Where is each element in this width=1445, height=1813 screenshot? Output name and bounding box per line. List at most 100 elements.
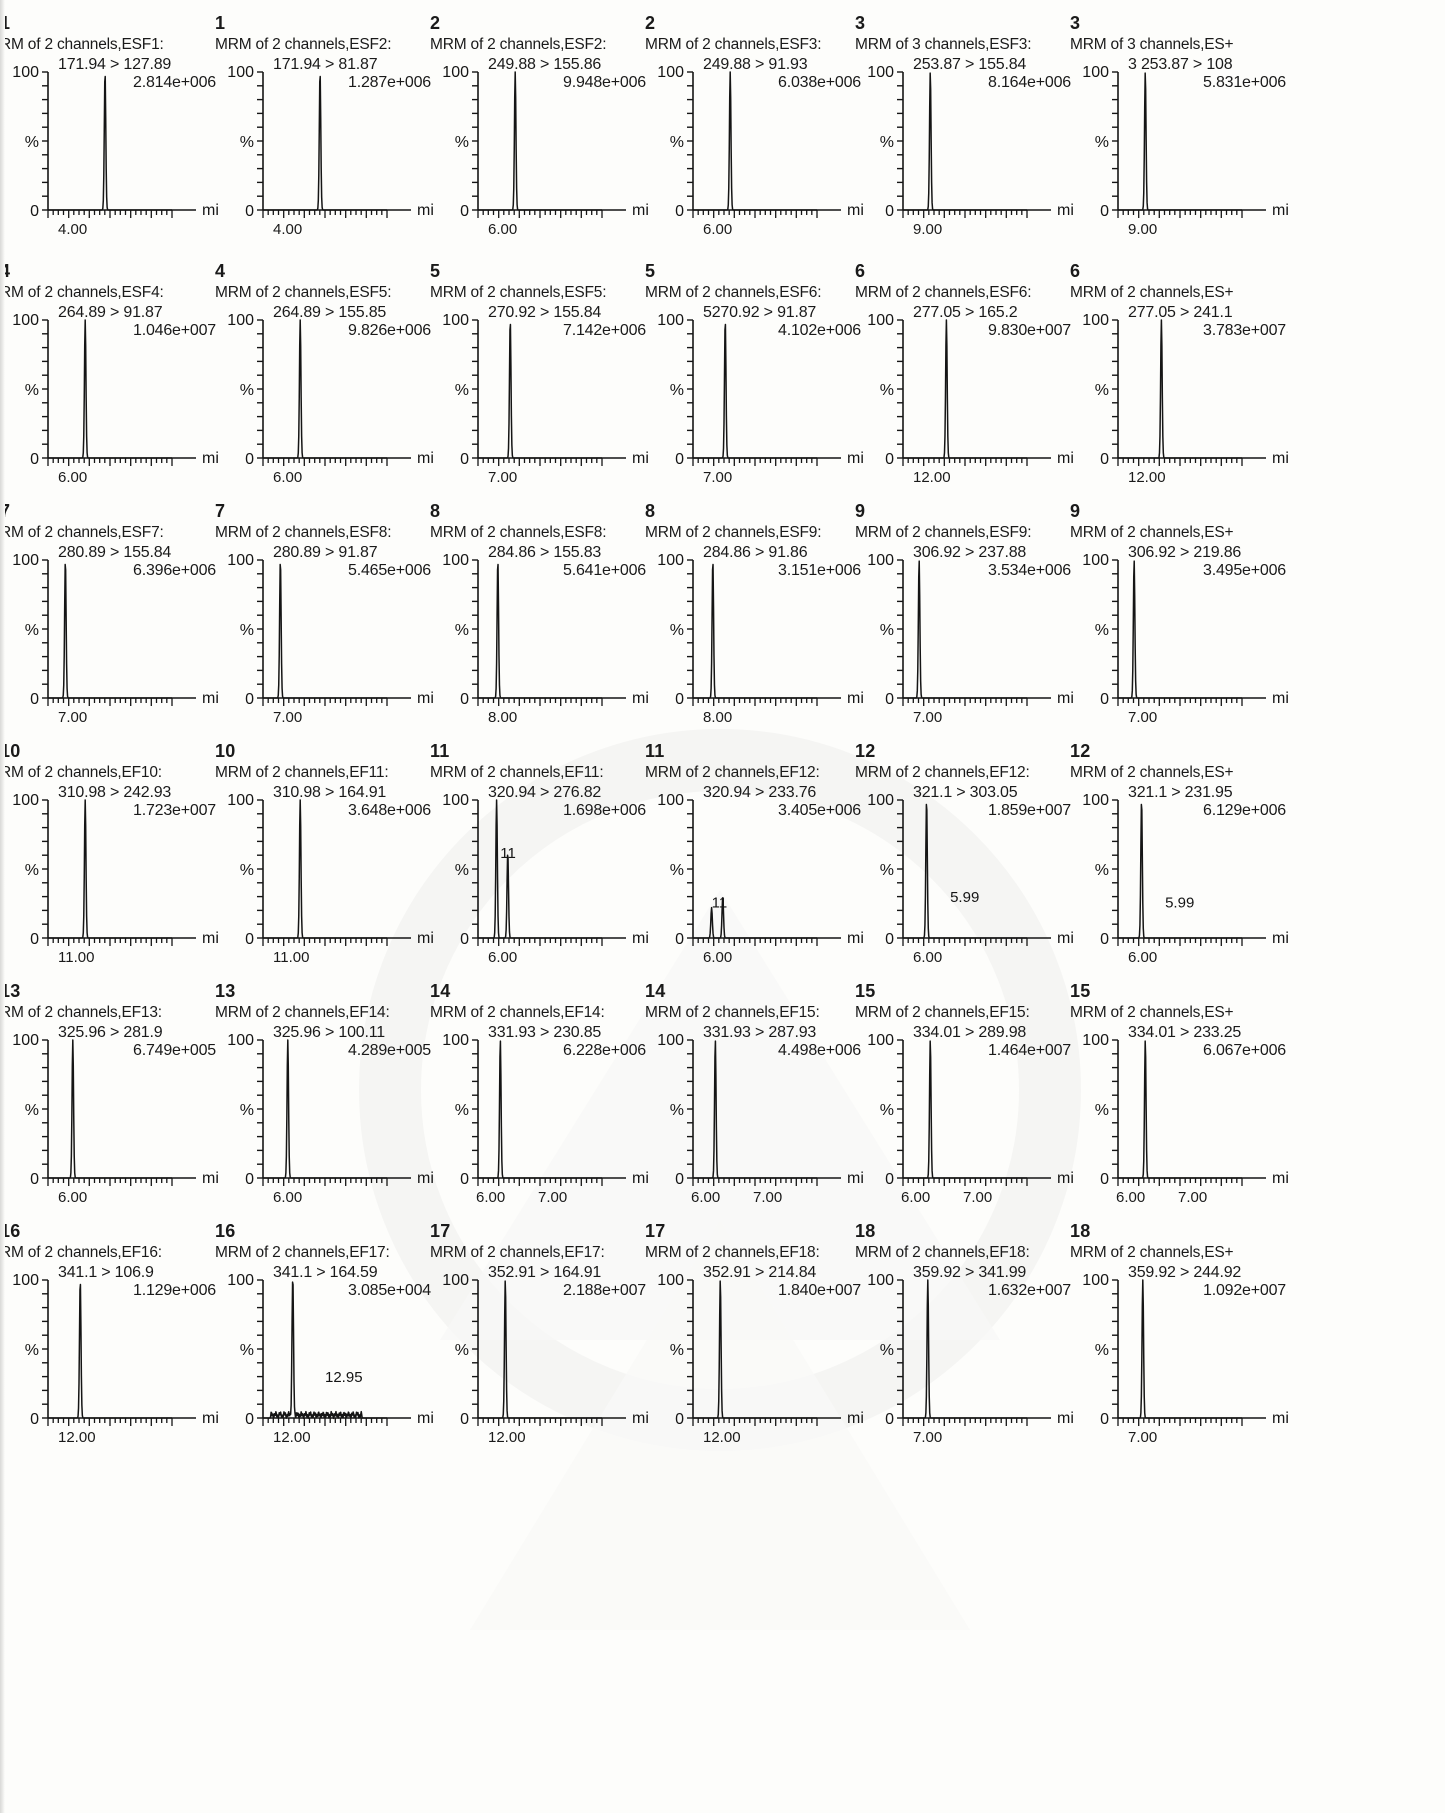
panel-transition-label: 249.88 > 155.86: [488, 56, 602, 73]
chromatogram-panel: 17 MRM of 2 channels,EF18: 352.91 > 214.84…: [645, 1222, 863, 1460]
svg-text:100: 100: [12, 64, 39, 81]
x-axis-tick-label: 6.00: [488, 949, 518, 966]
panel-intensity-label: 2.188e+007: [563, 1282, 646, 1299]
chromatogram-panel: 6 MRM of 2 channels,ESF6: 277.05 > 165.2 9.…: [855, 262, 1073, 500]
chromatogram-panel: 2 MRM of 2 channels,ESF2: 249.88 > 155.86 9…: [430, 14, 648, 252]
svg-text:0: 0: [1100, 203, 1109, 220]
svg-text:min: min: [1272, 1410, 1288, 1427]
chromatogram-trace: 100 % 0 min: [442, 552, 648, 708]
x-axis-tick-label: 7.00: [913, 709, 943, 726]
svg-text:min: min: [202, 930, 218, 947]
svg-text:0: 0: [30, 451, 39, 468]
svg-text:100: 100: [12, 312, 39, 329]
chromatogram-trace: 100 % 0 min: [442, 1272, 648, 1428]
panel-plot-area: 100 % 0 min: [1074, 1266, 1288, 1446]
panel-transition-label: 331.93 > 287.93: [703, 1024, 817, 1041]
panel-plot-area: 100 % 0 min: [434, 1266, 648, 1446]
x-axis-tick-label: 7.00: [273, 709, 303, 726]
panel-plot-area: 100 % 0 min: [4, 306, 218, 486]
svg-text:100: 100: [867, 64, 894, 81]
panel-transition-label: 306.92 > 219.86: [1128, 544, 1242, 561]
chromatogram-trace: 100 % 0 min: [1082, 1032, 1288, 1188]
svg-text:min: min: [417, 1170, 433, 1187]
panel-plot-area: 100 % 0 min: [859, 58, 1073, 238]
panel-function-header: MRM of 2 channels,ESF6:: [645, 284, 822, 301]
panel-plot-area: 100 % 0 min: [859, 546, 1073, 726]
svg-text:0: 0: [1100, 1171, 1109, 1188]
panel-function-header: MRM of 2 channels,ESF9:: [855, 524, 1032, 541]
panel-function-header: MRM of 2 channels,ES+: [1070, 1244, 1234, 1261]
x-axis-tick-label: 12.00: [488, 1429, 526, 1446]
panel-index-label: 14: [430, 981, 451, 1001]
panel-function-header: RM of 2 channels,EF13:: [0, 1004, 162, 1021]
panel-plot-area: 100 % 0 min: [434, 546, 648, 726]
x-axis-tick-label: 7.00: [1128, 709, 1158, 726]
svg-text:%: %: [25, 382, 39, 399]
svg-text:%: %: [240, 134, 254, 151]
panel-intensity-label: 1.632e+007: [988, 1282, 1071, 1299]
x-axis-tick-label: 4.00: [273, 221, 303, 238]
panel-index-label: 15: [855, 981, 876, 1001]
svg-text:0: 0: [245, 1411, 254, 1428]
chromatogram-panel: 1 RM of 2 channels,ESF1: 171.94 > 127.89 2.…: [0, 14, 218, 252]
panel-function-header: MRM of 2 channels,ESF5:: [430, 284, 607, 301]
x-axis-tick-label: 6.00: [913, 949, 943, 966]
panel-index-label: 9: [855, 501, 866, 521]
panel-plot-area: 100 % 0 min: [859, 1266, 1073, 1446]
svg-text:min: min: [632, 690, 648, 707]
svg-text:min: min: [1272, 690, 1288, 707]
panel-intensity-label: 1.698e+006: [563, 802, 646, 819]
panel-transition-label: 341.1 > 106.9: [58, 1264, 154, 1281]
panel-intensity-label: 9.948e+006: [563, 74, 646, 91]
panel-index-label: 10: [0, 741, 21, 761]
svg-text:%: %: [1095, 134, 1109, 151]
chromatogram-panel: 13 RM of 2 channels,EF13: 325.96 > 281.9 6.…: [0, 982, 218, 1220]
panel-index-label: 4: [0, 261, 11, 281]
chromatogram-panel: 12 MRM of 2 channels,EF12: 321.1 > 303.05 1…: [855, 742, 1073, 980]
svg-text:0: 0: [460, 691, 469, 708]
x-axis-tick-label: 9.00: [1128, 221, 1158, 238]
panel-function-header: MRM of 2 channels,ESF2:: [215, 36, 392, 53]
panel-intensity-label: 6.396e+006: [133, 562, 216, 579]
chromatogram-trace: 100 % 0 min: [12, 1032, 218, 1188]
panel-plot-area: 100 % 0 min: [4, 1266, 218, 1446]
svg-text:100: 100: [227, 792, 254, 809]
panel-index-label: 5: [645, 261, 656, 281]
panel-transition-label: 359.92 > 244.92: [1128, 1264, 1242, 1281]
svg-text:100: 100: [1082, 1032, 1109, 1049]
panel-index-label: 6: [1070, 261, 1081, 281]
panel-index-label: 2: [645, 13, 656, 33]
panel-plot-area: 100 % 0 min: [219, 1026, 433, 1206]
svg-text:100: 100: [442, 64, 469, 81]
panel-index-label: 5: [430, 261, 441, 281]
panel-function-header: MRM of 2 channels,EF18:: [855, 1244, 1030, 1261]
panel-function-header: MRM of 2 channels,EF15:: [855, 1004, 1030, 1021]
x-axis-tick-label: 6.00: [1116, 1189, 1146, 1206]
svg-text:0: 0: [885, 451, 894, 468]
panel-transition-label: 325.96 > 281.9: [58, 1024, 163, 1041]
svg-text:0: 0: [30, 691, 39, 708]
svg-text:100: 100: [227, 552, 254, 569]
svg-text:%: %: [880, 1342, 894, 1359]
svg-text:%: %: [880, 622, 894, 639]
svg-text:%: %: [25, 1342, 39, 1359]
svg-text:0: 0: [245, 931, 254, 948]
chromatogram-panel: 7 MRM of 2 channels,ESF8: 280.89 > 91.87 5.…: [215, 502, 433, 740]
svg-text:%: %: [455, 1342, 469, 1359]
panel-intensity-label: 1.840e+007: [778, 1282, 861, 1299]
svg-text:100: 100: [867, 312, 894, 329]
chromatogram-panel: 11 MRM of 2 channels,EF11: 320.94 > 276.82…: [430, 742, 648, 980]
svg-text:%: %: [880, 382, 894, 399]
panel-transition-label: 320.94 > 233.76: [703, 784, 817, 801]
panel-index-label: 13: [215, 981, 236, 1001]
panel-index-label: 6: [855, 261, 866, 281]
svg-text:min: min: [847, 1170, 863, 1187]
panel-transition-label: 264.89 > 91.87: [58, 304, 163, 321]
panel-intensity-label: 1.859e+007: [988, 802, 1071, 819]
chromatogram-panel: 8 MRM of 2 channels,ESF8: 284.86 > 155.83 5…: [430, 502, 648, 740]
panel-plot-area: 100 % 0 min: [1074, 1026, 1288, 1206]
svg-text:min: min: [1272, 1170, 1288, 1187]
chromatogram-panel: 14 MRM of 2 channels,EF14: 331.93 > 230.85…: [430, 982, 648, 1220]
chromatogram-panel: 15 MRM of 2 channels,ES+ 334.01 > 233.25 6.…: [1070, 982, 1288, 1220]
panel-transition-label: 3 253.87 > 108: [1128, 56, 1233, 73]
